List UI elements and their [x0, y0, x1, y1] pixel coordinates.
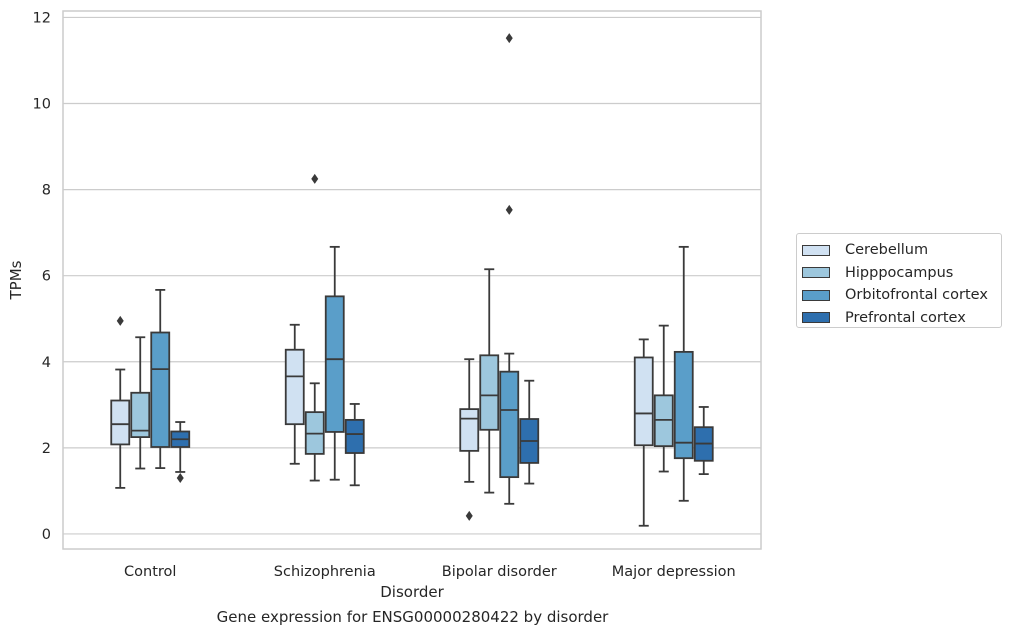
box-2-3-body: [673, 350, 694, 460]
series-prefrontal-cortex: [170, 379, 714, 487]
box-3-0-outlier-0: [176, 472, 184, 483]
box-1-0-body: [130, 391, 151, 438]
box-0-3-body: [633, 356, 654, 447]
box-1-1-outlier-0: [311, 173, 319, 184]
legend: Cerebellum Hipppocampus Orbitofrontal co…: [796, 233, 1002, 328]
box-0-1-body: [284, 348, 305, 426]
box-2-2-outlier-0: [505, 33, 513, 44]
box-0-0-outlier-0: [116, 315, 124, 326]
y-tick-label-10: 10: [33, 97, 51, 113]
y-tick-label-4: 4: [42, 355, 51, 371]
box-1-2-body: [479, 354, 500, 431]
grid-lines: [63, 16, 761, 535]
y-axis-label: TPMs: [7, 260, 25, 300]
series-hipppocampus: [130, 173, 674, 494]
legend-item-orbitofrontal-cortex: Orbitofrontal cortex: [802, 284, 1001, 307]
y-tick-label-12: 12: [33, 10, 51, 26]
y-tick-labels: 0 2 4 6 8 10 12: [33, 10, 51, 542]
series-cerebellum: [110, 315, 654, 527]
figure-caption: Gene expression for ENSG00000280422 by d…: [216, 608, 609, 626]
series-orbitofrontal-cortex: [150, 33, 694, 505]
box-series-group: [110, 33, 714, 527]
legend-swatch-hippocampus: [802, 267, 830, 279]
x-tick-label-control: Control: [124, 564, 176, 580]
x-tick-labels: Control Schizophrenia Bipolar disorder Majo…: [124, 564, 736, 580]
x-axis-label: Disorder: [380, 583, 444, 601]
box-2-1-body: [324, 295, 345, 433]
x-tick-label-major-depression: Major depression: [612, 564, 736, 580]
box-2-2-outlier-1: [505, 204, 513, 215]
legend-label-orbitofrontal-cortex: Orbitofrontal cortex: [845, 287, 988, 304]
box-0-2-outlier-0: [465, 510, 473, 521]
y-tick-label-2: 2: [42, 441, 51, 457]
legend-item-prefrontal-cortex: Prefrontal cortex: [802, 307, 1001, 330]
legend-swatch-prefrontal-cortex: [802, 312, 830, 324]
y-tick-label-0: 0: [42, 527, 51, 543]
legend-label-hippocampus: Hipppocampus: [845, 264, 954, 281]
legend-label-prefrontal-cortex: Prefrontal cortex: [845, 309, 966, 326]
box-0-2-body: [459, 408, 480, 452]
legend-item-hippocampus: Hipppocampus: [802, 262, 1001, 285]
legend-label-cerebellum: Cerebellum: [845, 242, 929, 259]
y-tick-label-8: 8: [42, 183, 51, 199]
legend-swatch-cerebellum: [802, 244, 830, 256]
x-tick-label-bipolar-disorder: Bipolar disorder: [442, 564, 557, 580]
box-2-2-body: [499, 370, 520, 479]
box-0-0-body: [110, 399, 131, 446]
y-tick-label-6: 6: [42, 269, 51, 285]
legend-swatch-orbitofrontal-cortex: [802, 289, 830, 301]
plot-frame: [62, 10, 762, 550]
box-2-0-body: [150, 331, 171, 448]
x-tick-label-schizophrenia: Schizophrenia: [274, 564, 376, 580]
legend-item-cerebellum: Cerebellum: [802, 239, 1001, 262]
box-3-1-body: [344, 418, 365, 454]
